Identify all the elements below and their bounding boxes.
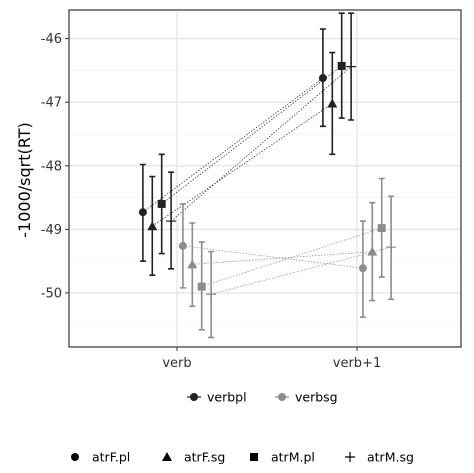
legend-key-circle	[190, 393, 198, 401]
data-point	[346, 61, 357, 72]
data-point	[166, 216, 177, 227]
legend-label: verbsg	[295, 390, 338, 405]
legend-key-circle	[278, 393, 286, 401]
legend-key-square	[250, 453, 258, 461]
y-axis-ticks: -50 -49 -48 -47 -46	[41, 32, 69, 301]
legend-label: verbpl	[207, 390, 247, 405]
y-tick-label: -48	[41, 159, 62, 174]
series-line	[211, 246, 392, 295]
legend-key-plus	[345, 452, 355, 462]
x-axis-ticks: verb verb+1	[162, 347, 381, 371]
data-point	[138, 208, 147, 217]
legend-label: atrF.sg	[184, 450, 225, 465]
x-tick-label: verb	[162, 356, 191, 371]
y-tick-label: -50	[41, 286, 62, 301]
legend-key-circle	[71, 453, 79, 461]
points	[138, 61, 397, 300]
y-tick-label: -47	[41, 96, 62, 111]
data-point	[358, 264, 367, 273]
y-tick-label: -46	[41, 32, 62, 47]
legend-label: atrF.pl	[92, 450, 130, 465]
data-point	[337, 61, 346, 70]
data-point	[197, 282, 206, 291]
data-point	[206, 289, 217, 300]
data-point	[318, 74, 327, 83]
data-point	[386, 242, 397, 253]
grid	[69, 10, 461, 347]
plot-border	[68, 9, 462, 348]
plot-panel	[69, 10, 461, 347]
data-point	[178, 241, 187, 250]
data-point	[157, 199, 166, 208]
data-point	[367, 246, 378, 256]
series-line	[192, 251, 373, 265]
data-point	[147, 221, 158, 231]
data-point	[377, 224, 386, 233]
legend-key-triangle	[162, 452, 172, 461]
y-tick-label: -49	[41, 223, 62, 238]
legend-shape: atrF.pl atrF.sg atrM.pl atrM.sg	[71, 450, 414, 465]
data-point	[327, 98, 338, 108]
data-point	[187, 259, 198, 269]
series-line	[161, 65, 342, 205]
y-axis-label: -1000/sqrt(RT)	[15, 122, 34, 237]
legend-color: verbpl verbsg	[187, 390, 338, 405]
legend-label: atrM.sg	[367, 450, 414, 465]
legend-label: atrM.pl	[271, 450, 315, 465]
series-line	[142, 77, 324, 213]
series-line	[170, 66, 352, 222]
x-tick-label: verb+1	[333, 356, 381, 371]
series-line	[182, 245, 363, 269]
